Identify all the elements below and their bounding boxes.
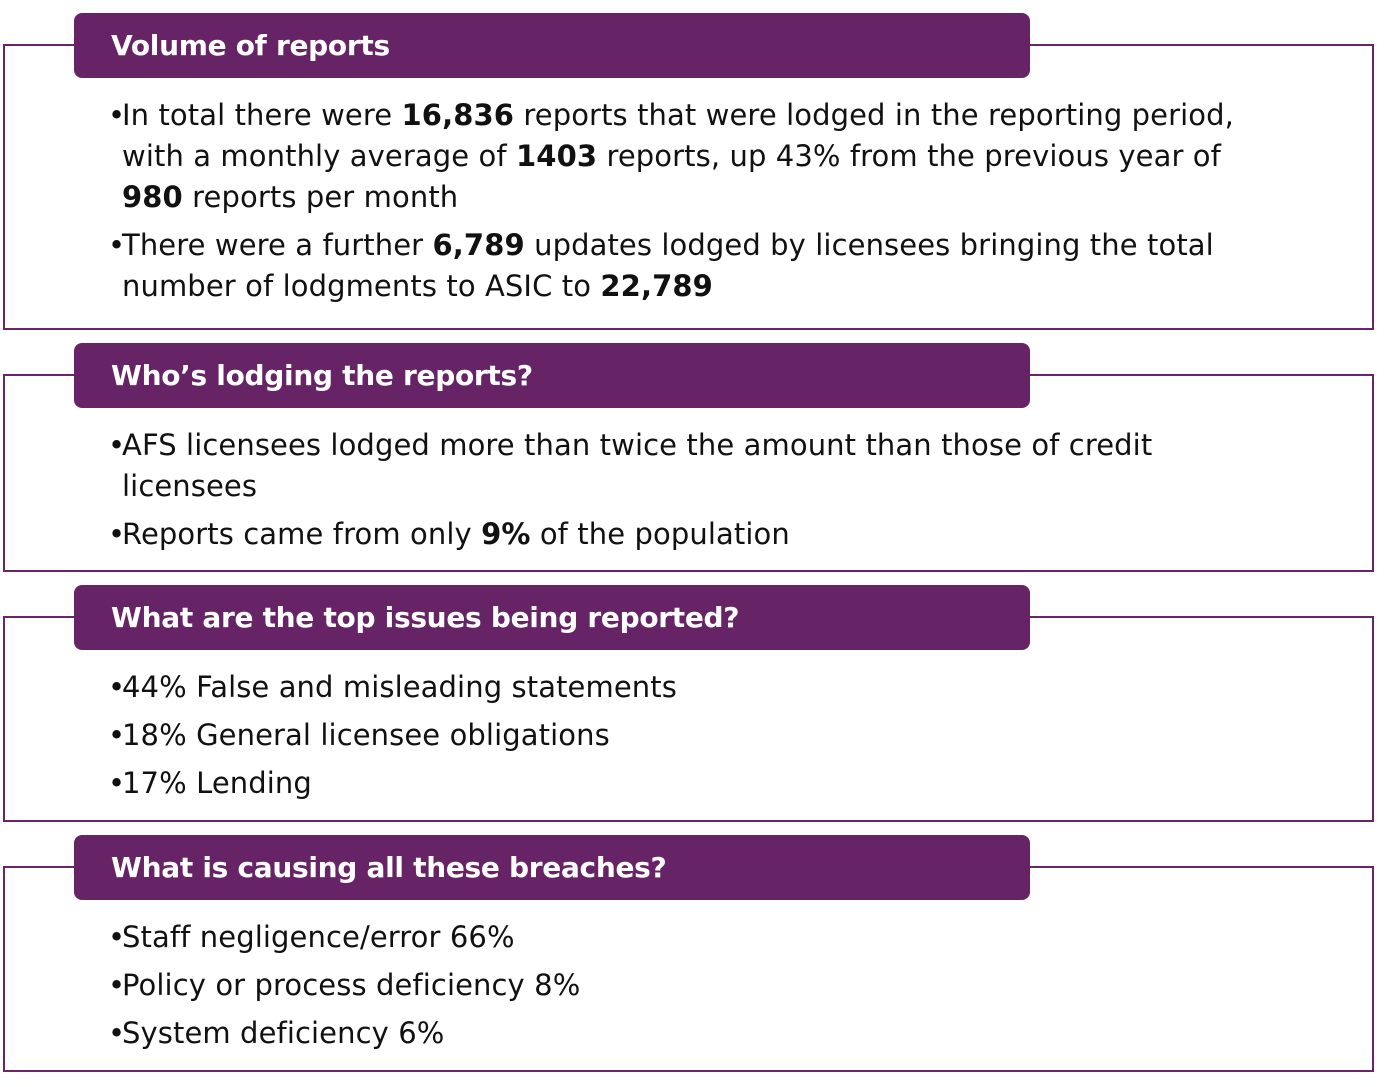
section-frame [3,616,1374,822]
bullet-figure: 6,789 [432,228,525,262]
bullet-dot-icon: • [108,968,126,1002]
bullet-text: 17% Lending [122,766,312,800]
bullet-list: • Staff negligence/error 66% • Policy or pr… [108,917,1264,1061]
section-title: Who’s lodging the reports? [111,359,533,392]
bullet-dot-icon: • [108,1016,126,1050]
bullet-dot-icon: • [108,718,126,752]
bullet-text: Reports came from only [122,517,482,551]
bullet-item: • 18% General licensee obligations [108,715,1264,756]
bullet-text: reports that were lodged in the reportin… [122,98,1234,173]
bullet-text: There were a further [122,228,433,262]
section-title: Volume of reports [111,29,390,62]
bullet-text: of the population [530,517,790,551]
bullet-text: AFS licensees lodged more than twice the… [122,428,1153,503]
section-header: What are the top issues being reported? [74,585,1030,650]
bullet-figure: 22,789 [600,269,713,303]
bullet-item: • Reports came from only 9% of the popula… [108,514,1264,555]
bullet-item: • 17% Lending [108,763,1264,804]
bullet-figure: 16,836 [401,98,515,132]
bullet-text: System deficiency 6% [122,1016,445,1050]
section-header: What is causing all these breaches? [74,835,1030,900]
bullet-list: • 44% False and misleading statements • 18%… [108,667,1264,811]
bullet-item: • Staff negligence/error 66% [108,917,1264,958]
section-frame [3,866,1374,1072]
bullet-text: 18% General licensee obligations [122,718,610,752]
section-frame [3,44,1374,330]
section-title: What are the top issues being reported? [111,601,740,634]
bullet-text: Staff negligence/error 66% [122,920,515,954]
bullet-item: • Policy or process deficiency 8% [108,965,1264,1006]
bullet-figure: 1403 [516,139,598,173]
bullet-dot-icon: • [108,98,126,132]
bullet-list: • AFS licensees lodged more than twice th… [108,425,1264,562]
section-header: Volume of reports [74,13,1030,78]
bullet-item: • There were a further 6,789 updates lodg… [108,225,1264,307]
bullet-dot-icon: • [108,428,126,462]
bullet-dot-icon: • [108,517,126,551]
bullet-item: • System deficiency 6% [108,1013,1264,1054]
bullet-dot-icon: • [108,920,126,954]
bullet-dot-icon: • [108,670,126,704]
bullet-dot-icon: • [108,228,126,262]
bullet-item: • 44% False and misleading statements [108,667,1264,708]
bullet-figure: 980 [122,180,183,214]
bullet-text: 44% False and misleading statements [122,670,677,704]
bullet-text: reports, up 43% from the previous year o… [597,139,1221,173]
bullet-figure: 9% [481,517,531,551]
bullet-list: • In total there were 16,836 reports that… [108,95,1264,314]
bullet-dot-icon: • [108,766,126,800]
bullet-text: reports per month [182,180,459,214]
bullet-text: Policy or process deficiency 8% [122,968,581,1002]
bullet-text: In total there were [122,98,402,132]
bullet-item: • In total there were 16,836 reports that… [108,95,1264,218]
bullet-item: • AFS licensees lodged more than twice th… [108,425,1264,507]
bullet-text: updates lodged by licensees bringing the… [122,228,1214,303]
section-header: Who’s lodging the reports? [74,343,1030,408]
section-title: What is causing all these breaches? [111,851,667,884]
